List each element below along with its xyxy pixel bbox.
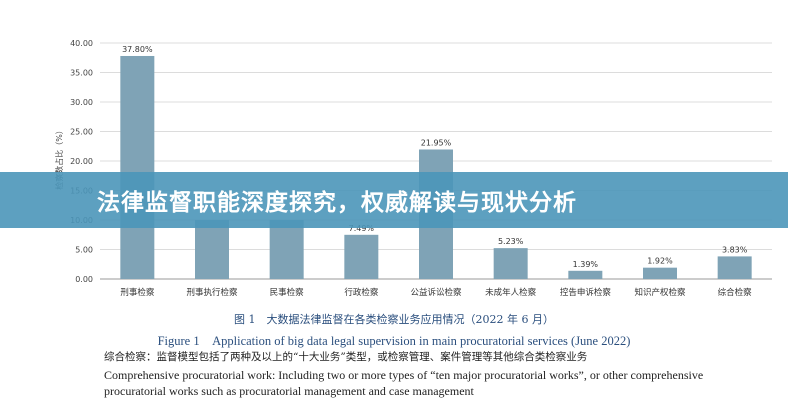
x-tick-label: 知识产权检察 xyxy=(634,287,686,298)
labels: 0.005.0010.0015.0020.0025.0030.0035.0040… xyxy=(70,39,752,298)
y-tick-label: 25.00 xyxy=(70,128,93,137)
bar xyxy=(568,270,603,279)
y-tick-label: 35.00 xyxy=(70,69,93,78)
x-tick-label: 民事检察 xyxy=(270,287,305,298)
data-label: 7.49% xyxy=(349,224,375,233)
title-banner: 法律监督职能深度探究，权威解读与现状分析 xyxy=(0,172,788,228)
note-english-line-1: Comprehensive procuratorial work: Includ… xyxy=(104,368,704,382)
data-label: 21.95% xyxy=(421,138,452,147)
x-tick-label: 综合检察 xyxy=(718,287,753,298)
note-chinese: 综合检察：监督模型包括了两种及以上的“十大业务”类型，或检察管理、案件管理等其他… xyxy=(104,351,588,363)
y-tick-label: 30.00 xyxy=(70,98,93,107)
bar xyxy=(643,267,677,279)
figure-caption-english: Figure 1 Application of big data legal s… xyxy=(157,334,631,348)
y-axis-label: 检察数占比（%） xyxy=(54,126,64,190)
bar xyxy=(717,256,752,279)
bar xyxy=(120,55,155,280)
data-label: 1.92% xyxy=(647,257,673,266)
x-tick-label: 行政检察 xyxy=(344,287,379,298)
data-label: 1.39% xyxy=(573,260,599,269)
y-tick-label: 0.00 xyxy=(75,275,93,284)
bar xyxy=(195,220,229,279)
data-label: 5.23% xyxy=(498,237,524,246)
bar xyxy=(269,220,304,279)
y-tick-label: 40.00 xyxy=(70,39,93,48)
note-english-line-2: procuratorial works such as procuratoria… xyxy=(104,384,474,398)
banner-title: 法律监督职能深度探究，权威解读与现状分析 xyxy=(97,190,577,216)
bar xyxy=(344,234,379,279)
x-tick-label: 控告申诉检察 xyxy=(560,287,612,298)
x-tick-label: 公益诉讼检察 xyxy=(410,287,462,298)
data-label: 37.80% xyxy=(122,45,153,54)
x-tick-label: 未成年人检察 xyxy=(485,287,537,298)
y-tick-label: 5.00 xyxy=(75,246,93,255)
x-tick-label: 刑事检察 xyxy=(120,287,155,298)
y-tick-label: 20.00 xyxy=(70,157,93,166)
bar-chart: 0.005.0010.0015.0020.0025.0030.0035.0040… xyxy=(54,39,772,298)
data-label: 3.83% xyxy=(722,245,748,254)
bars xyxy=(120,55,752,280)
figure-caption-chinese: 图 1 大数据法律监督在各类检察业务应用情况（2022 年 6 月） xyxy=(234,313,554,326)
bar xyxy=(493,248,528,279)
x-tick-label: 刑事执行检察 xyxy=(186,287,238,298)
